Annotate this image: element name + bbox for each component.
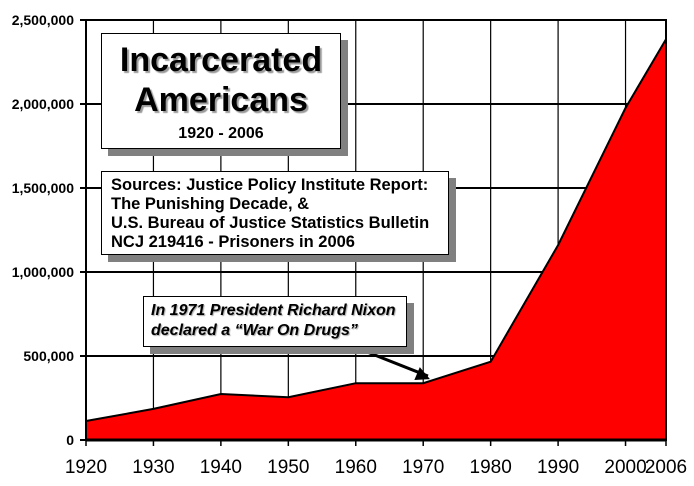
svg-text:2,500,000: 2,500,000 bbox=[12, 12, 74, 28]
chart-subtitle: 1920 - 2006 bbox=[178, 125, 264, 142]
sources-line: The Punishing Decade, & bbox=[111, 195, 310, 213]
svg-text:1990: 1990 bbox=[537, 457, 579, 478]
svg-text:1980: 1980 bbox=[470, 457, 512, 478]
sources-box: Sources: Justice Policy Institute Report… bbox=[101, 171, 449, 255]
annotation-line: In 1971 President Richard Nixon bbox=[151, 302, 396, 319]
svg-text:1940: 1940 bbox=[200, 457, 242, 478]
incarceration-line bbox=[85, 38, 667, 422]
svg-text:1960: 1960 bbox=[335, 457, 377, 478]
sources-line: NCJ 219416 - Prisoners in 2006 bbox=[111, 233, 355, 251]
incarceration-area bbox=[86, 39, 666, 441]
y-axis-ticks: 0 500,000 1,000,000 1,500,000 2,000,000 2,500… bbox=[12, 12, 86, 448]
svg-text:2006: 2006 bbox=[645, 457, 687, 478]
sources-line: U.S. Bureau of Justice Statistics Bullet… bbox=[111, 214, 430, 232]
axes bbox=[85, 19, 667, 442]
chart-title-line-2: Americans bbox=[134, 81, 308, 119]
annotation-line: declared a “War On Drugs” bbox=[151, 322, 358, 339]
svg-text:1,500,000: 1,500,000 bbox=[12, 180, 74, 196]
svg-text:1970: 1970 bbox=[402, 457, 444, 478]
svg-text:1920: 1920 bbox=[65, 457, 107, 478]
sources-line: Sources: Justice Policy Institute Report… bbox=[111, 176, 429, 194]
svg-text:1,000,000: 1,000,000 bbox=[12, 264, 74, 280]
chart-title-line-1: Incarcerated bbox=[119, 41, 323, 79]
svg-text:500,000: 500,000 bbox=[23, 348, 74, 364]
svg-text:0: 0 bbox=[66, 432, 74, 448]
annotation-arrow bbox=[351, 344, 430, 381]
svg-text:2000: 2000 bbox=[604, 457, 646, 478]
chart-title-box: Incarcerated Americans 1920 - 2006 bbox=[101, 33, 341, 149]
svg-text:1950: 1950 bbox=[267, 457, 309, 478]
svg-text:1930: 1930 bbox=[132, 457, 174, 478]
war-on-drugs-annotation: In 1971 President Richard Nixon declared… bbox=[143, 296, 407, 347]
svg-text:2,000,000: 2,000,000 bbox=[12, 96, 74, 112]
